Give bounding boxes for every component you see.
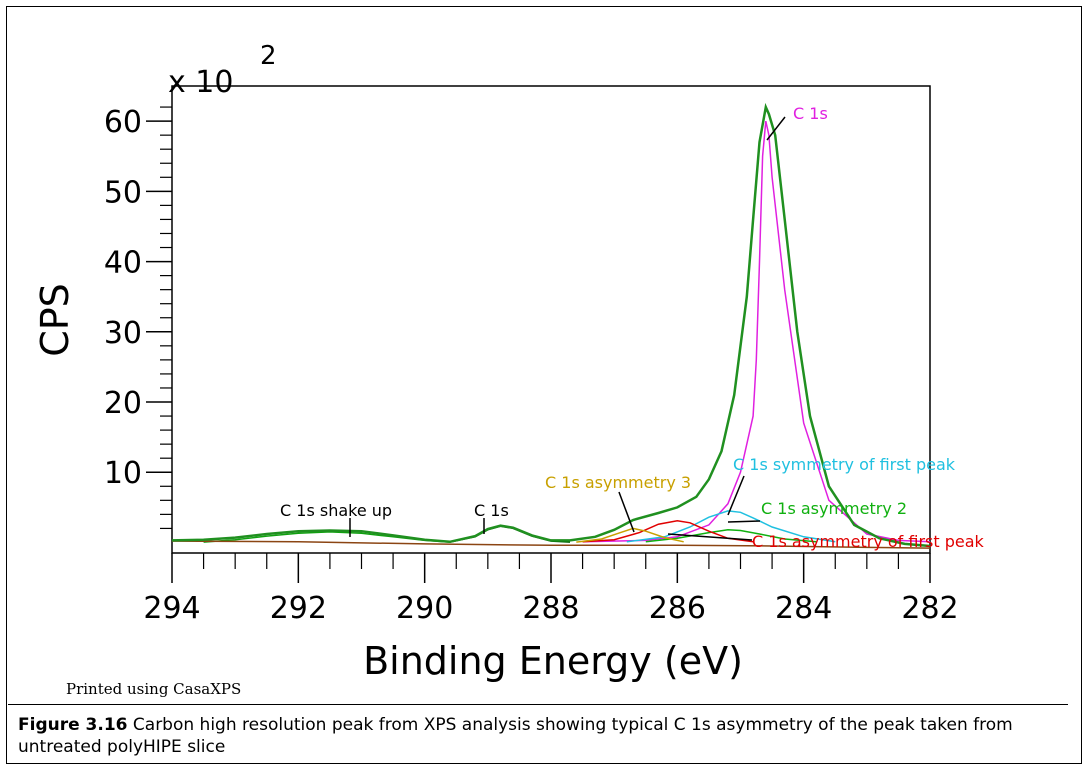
y-tick-label: 30 <box>104 316 142 351</box>
annotation-label: C 1s asymmetry of first peak <box>752 532 985 551</box>
annotation-label: C 1s symmetry of first peak <box>733 455 956 474</box>
chart-annotations: C 1s C 1s symmetry of first peak C 1s asym… <box>280 104 985 551</box>
annotation-label: C 1s <box>474 501 509 520</box>
x-tick-label: 282 <box>901 591 958 626</box>
y-tick-label: 60 <box>104 105 142 140</box>
caption-body: Carbon high resolution peak from XPS ana… <box>18 715 1013 757</box>
x-tick-label: 284 <box>775 591 832 626</box>
caption-label: Figure 3.16 <box>18 715 128 735</box>
printed-using-note: Printed using CasaXPS <box>66 680 241 698</box>
figure-caption: Figure 3.16 Carbon high resolution peak … <box>18 714 1068 758</box>
y-axis-label: CPS <box>33 283 77 357</box>
x-tick-label: 292 <box>270 591 327 626</box>
y-tick-label: 40 <box>104 246 142 281</box>
annotation-leader <box>728 521 760 522</box>
y-multiplier-exponent: 2 <box>260 41 277 71</box>
x-tick-label: 288 <box>522 591 579 626</box>
y-tick-label: 10 <box>104 456 142 491</box>
y-multiplier-label: x 10 <box>168 65 233 100</box>
x-axis-label: Binding Energy (eV) <box>363 639 743 683</box>
annotation-label: C 1s asymmetry 3 <box>545 473 691 492</box>
annotation-label: C 1s <box>793 104 828 123</box>
y-tick-label: 50 <box>104 175 142 210</box>
x-tick-label: 286 <box>649 591 706 626</box>
y-tick-label: 20 <box>104 386 142 421</box>
annotation-label: C 1s shake up <box>280 501 392 520</box>
x-tick-label: 294 <box>143 591 200 626</box>
annotation-label: C 1s asymmetry 2 <box>761 499 907 518</box>
x-tick-label: 290 <box>396 591 453 626</box>
caption-divider <box>8 704 1068 705</box>
